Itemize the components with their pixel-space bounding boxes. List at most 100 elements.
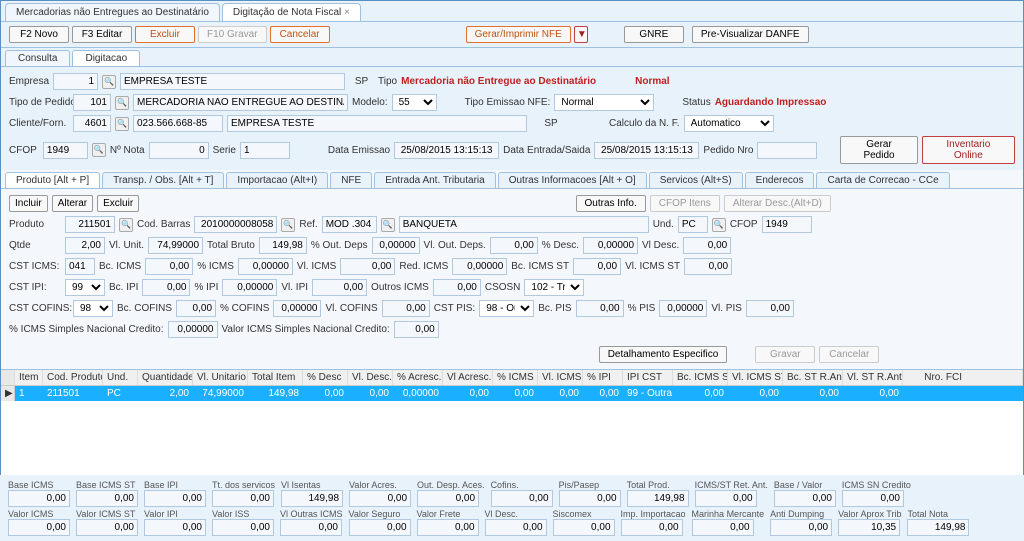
outrosicms-input[interactable]: [433, 279, 481, 296]
subtab-consulta[interactable]: Consulta: [5, 50, 70, 66]
col-fci[interactable]: Nro. FCI: [903, 370, 1023, 385]
und-input[interactable]: [678, 216, 708, 233]
totals-value[interactable]: [907, 519, 969, 536]
totals-value[interactable]: [838, 519, 900, 536]
totals-value[interactable]: [212, 519, 274, 536]
gravar-button[interactable]: F10 Gravar: [198, 26, 267, 43]
gerar-nfe-button[interactable]: Gerar/Imprimir NFE: [466, 26, 571, 43]
totals-value[interactable]: [695, 490, 757, 507]
pcof-input[interactable]: [273, 300, 321, 317]
totals-value[interactable]: [692, 519, 754, 536]
close-icon[interactable]: ×: [344, 7, 350, 18]
vloutdeps-input[interactable]: [490, 237, 538, 254]
totals-value[interactable]: [349, 490, 411, 507]
search-icon[interactable]: [115, 117, 129, 131]
alterar-desc-button[interactable]: Alterar Desc.(Alt+D): [724, 195, 831, 212]
col-bcst[interactable]: Bc. ICMS ST: [673, 370, 728, 385]
totals-value[interactable]: [280, 519, 342, 536]
qtde-input[interactable]: [65, 237, 105, 254]
col-bcra[interactable]: Bc. ST R.Ant.: [783, 370, 843, 385]
totals-value[interactable]: [770, 519, 832, 536]
totals-value[interactable]: [774, 490, 836, 507]
ppis-input[interactable]: [659, 300, 707, 317]
totals-value[interactable]: [417, 490, 479, 507]
totals-value[interactable]: [627, 490, 689, 507]
col-pipi[interactable]: % IPI: [583, 370, 623, 385]
bcpis-input[interactable]: [576, 300, 624, 317]
vlsimpl-input[interactable]: [394, 321, 439, 338]
totals-value[interactable]: [144, 490, 206, 507]
empresa-id[interactable]: [53, 73, 98, 90]
data-emissao-input[interactable]: [394, 142, 499, 159]
col-cod[interactable]: Cod. Produto: [43, 370, 103, 385]
totals-value[interactable]: [144, 519, 206, 536]
subtab-digitacao[interactable]: Digitacao: [72, 50, 140, 66]
totals-value[interactable]: [8, 490, 70, 507]
col-pd[interactable]: % Desc: [303, 370, 348, 385]
totals-value[interactable]: [76, 490, 138, 507]
vlcof-input[interactable]: [382, 300, 430, 317]
tab-digitacao-nota[interactable]: Digitação de Nota Fiscal ×: [222, 3, 361, 21]
tab-servicos[interactable]: Servicos (Alt+S): [649, 172, 743, 188]
det-especifico-button[interactable]: Detalhamento Especifico: [599, 346, 728, 363]
totals-value[interactable]: [76, 519, 138, 536]
excluir-prod-button[interactable]: Excluir: [97, 195, 139, 212]
cancelar-item-button[interactable]: Cancelar: [819, 346, 879, 363]
bcipi-input[interactable]: [142, 279, 190, 296]
col-tot[interactable]: Total Item: [248, 370, 303, 385]
vlicmsst-input[interactable]: [684, 258, 732, 275]
table-row[interactable]: ▶ 1 211501 PC 2,00 74,99000 149,98 0,00 …: [1, 386, 1023, 401]
cfop2-input[interactable]: [762, 216, 812, 233]
cstipi-select[interactable]: 99 -: [65, 279, 105, 296]
totals-value[interactable]: [281, 490, 343, 507]
cancelar-button[interactable]: Cancelar: [270, 26, 330, 43]
produto-id[interactable]: [65, 216, 115, 233]
col-vld[interactable]: Vl. Desc.: [348, 370, 393, 385]
totals-value[interactable]: [559, 490, 621, 507]
danfe-button[interactable]: Pre-Visualizar DANFE: [692, 26, 809, 43]
inventario-button[interactable]: Inventario Online: [922, 136, 1015, 164]
bcicms-input[interactable]: [145, 258, 193, 275]
col-vla[interactable]: Vl Acresc.: [443, 370, 493, 385]
totals-value[interactable]: [349, 519, 411, 536]
csticms-input[interactable]: [65, 258, 95, 275]
data-entrada-input[interactable]: [594, 142, 699, 159]
tab-outras-info[interactable]: Outras Informacoes [Alt + O]: [498, 172, 647, 188]
cod-barras-input[interactable]: [194, 216, 277, 233]
serie-input[interactable]: [240, 142, 290, 159]
bcicmsst-input[interactable]: [573, 258, 621, 275]
vlpis-input[interactable]: [746, 300, 794, 317]
tab-importacao[interactable]: Importacao (Alt+I): [226, 172, 328, 188]
nnota-input[interactable]: [149, 142, 209, 159]
tab-cce[interactable]: Carta de Correcao - CCe: [816, 172, 949, 188]
search-icon[interactable]: [102, 75, 116, 89]
totals-value[interactable]: [485, 519, 547, 536]
search-icon[interactable]: [92, 143, 106, 157]
redicms-input[interactable]: [452, 258, 507, 275]
cstcof-select[interactable]: 98 -: [73, 300, 113, 317]
col-qtd[interactable]: Quantidade: [138, 370, 193, 385]
vlipi-input[interactable]: [312, 279, 367, 296]
picms-input[interactable]: [238, 258, 293, 275]
psimpl-input[interactable]: [168, 321, 218, 338]
csosn-select[interactable]: 102 - Tri: [524, 279, 584, 296]
totals-value[interactable]: [842, 490, 904, 507]
col-vlst[interactable]: Vl. ICMS ST: [728, 370, 783, 385]
gerar-nfe-dropdown[interactable]: ▼: [574, 26, 588, 43]
gnre-button[interactable]: GNRE: [624, 26, 684, 43]
cstpis-select[interactable]: 98 - Out: [479, 300, 534, 317]
totals-value[interactable]: [417, 519, 479, 536]
search-icon[interactable]: [712, 218, 726, 232]
excluir-button[interactable]: Excluir: [135, 26, 195, 43]
bccof-input[interactable]: [176, 300, 216, 317]
cfop-itens-button[interactable]: CFOP Itens: [650, 195, 720, 212]
totals-value[interactable]: [212, 490, 274, 507]
tab-nfe[interactable]: NFE: [330, 172, 372, 188]
modelo-select[interactable]: 55: [392, 94, 437, 111]
col-vlra[interactable]: Vl. ST R.Ant.: [843, 370, 903, 385]
tipo-pedido-id[interactable]: [73, 94, 111, 111]
vlunit-input[interactable]: [148, 237, 203, 254]
col-vlu[interactable]: Vl. Unitario: [193, 370, 248, 385]
gerar-pedido-button[interactable]: Gerar Pedido: [840, 136, 917, 164]
totals-value[interactable]: [491, 490, 553, 507]
